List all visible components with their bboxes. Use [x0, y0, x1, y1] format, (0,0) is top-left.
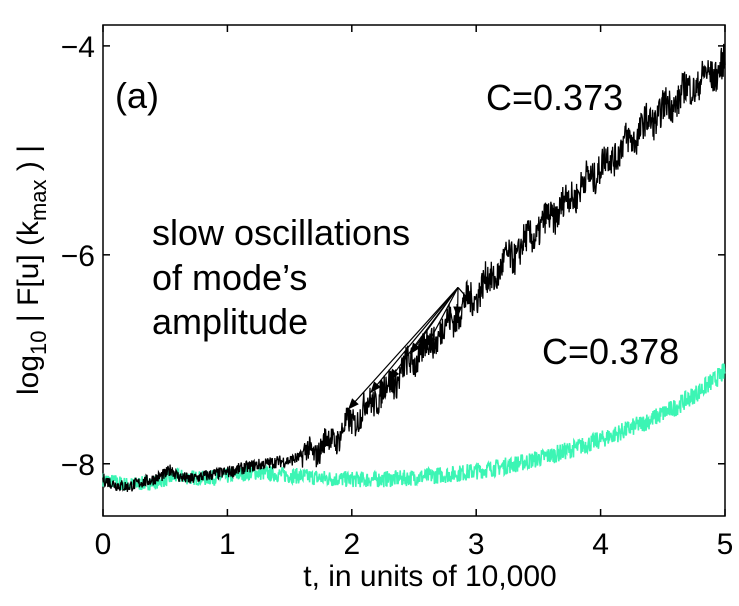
annotation-arrow-head	[348, 398, 359, 410]
annotation-arrow-head	[461, 292, 473, 304]
x-tick-label: 4	[592, 528, 609, 561]
series-label-c378: C=0.378	[542, 331, 679, 372]
x-axis-title: t, in units of 10,000	[303, 560, 557, 593]
y-tick-label: −6	[61, 240, 95, 273]
y-axis-title-suffix: ) |	[12, 145, 45, 179]
y-axis-title-prefix: log	[12, 355, 45, 395]
x-tick-label: 2	[343, 528, 360, 561]
oscillation-note-line1: slow oscillations	[152, 212, 410, 253]
tick-layer: 0 1 2 3 4 5 −8 −6 −4	[61, 25, 734, 561]
annotation-arrow-head	[389, 368, 400, 381]
y-tick-label: −4	[61, 31, 95, 64]
y-axis-title-middle: | F[u] (k	[12, 220, 45, 330]
annotation-arrow-line	[409, 287, 459, 355]
annotation-arrow-head	[370, 381, 381, 393]
series-label-c373: C=0.373	[486, 77, 623, 118]
series-line-c373	[102, 43, 726, 492]
x-tick-label: 1	[219, 528, 236, 561]
x-tick-label: 3	[468, 528, 485, 561]
oscillation-note-line2: of mode’s	[152, 257, 307, 298]
panel-label: (a)	[115, 75, 159, 116]
x-tick-label: 0	[95, 528, 112, 561]
annotation-arrow-head	[426, 334, 436, 347]
series-layer	[102, 43, 726, 492]
y-axis-title-prefix-sub: 10	[26, 330, 51, 354]
annotation-arrow-line	[347, 287, 459, 410]
annotation-arrow-head	[410, 342, 421, 355]
oscillation-note-line3: amplitude	[152, 301, 308, 342]
y-axis-title-middle-sub: max	[26, 179, 51, 221]
y-tick-label: −8	[61, 449, 95, 482]
annotation-arrow-line	[369, 287, 459, 394]
annotation-arrow-line	[425, 287, 459, 348]
arrow-layer	[347, 287, 473, 410]
x-tick-label: 5	[717, 528, 734, 561]
y-axis-title: log10 | F[u] (kmax ) |	[12, 145, 51, 395]
annotation-arrow-head	[453, 306, 463, 318]
